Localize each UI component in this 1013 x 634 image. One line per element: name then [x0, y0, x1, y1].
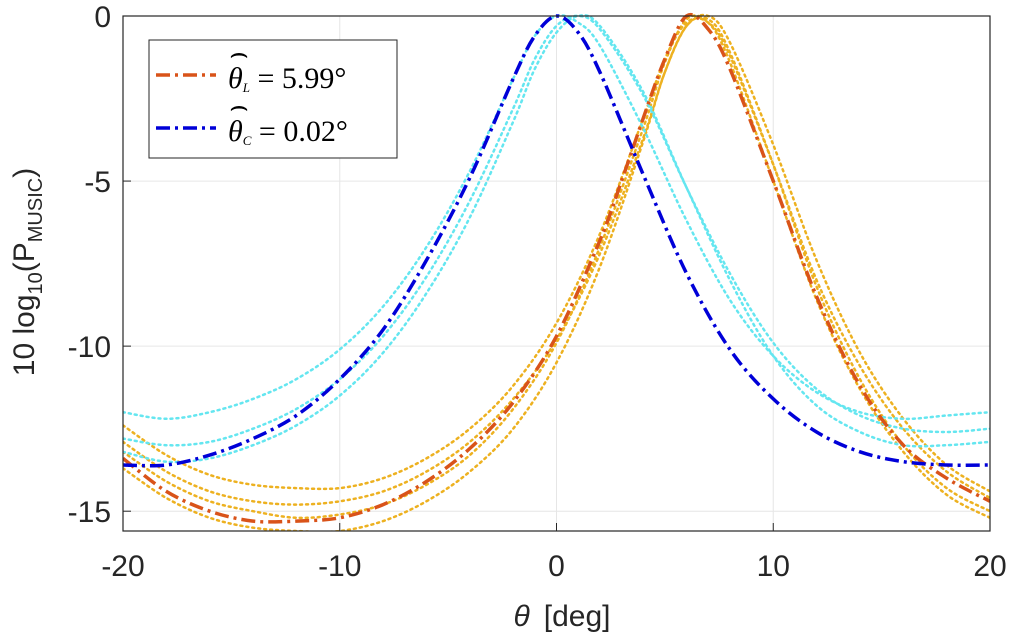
series-line-c-trial-3	[123, 14, 990, 464]
y-tick-label: -15	[68, 496, 111, 529]
series-line-l-trial-3	[123, 15, 990, 531]
series-line-c-trial-2	[123, 14, 990, 447]
legend-sub-L: L	[242, 80, 250, 95]
legend-hat-C: ⌢	[229, 90, 249, 123]
y-tick-label: 0	[94, 1, 111, 34]
x-tick-label: 10	[757, 550, 790, 583]
legend-value-L: = 5.99°	[250, 62, 346, 95]
series-line-l-trial-4	[123, 14, 990, 520]
tick-labels: -20 -10 0 10 20 0 -5 -10 -15	[68, 1, 1007, 583]
legend-hat-L: ⌢	[229, 37, 249, 70]
legend-label-L: θL = 5.99°	[228, 62, 346, 95]
legend-entry-C: ⌢ θC = 0.02°	[156, 90, 348, 148]
y-axis-prefix: 10 log	[8, 294, 41, 376]
x-tick-label: 20	[973, 550, 1006, 583]
data-series	[123, 12, 990, 531]
series-line--l-main	[123, 12, 990, 524]
x-tick-label: -10	[318, 550, 361, 583]
x-tick-label: -20	[101, 550, 144, 583]
y-axis-close: )	[8, 168, 41, 178]
x-axis-unit: [deg]	[544, 600, 611, 633]
legend-entry-L: ⌢ θL = 5.99°	[156, 37, 346, 95]
legend-label-C: θC = 0.02°	[228, 115, 348, 148]
y-axis-sub: MUSIC	[25, 178, 47, 242]
legend-sub-C: C	[243, 133, 252, 148]
legend-box	[148, 39, 398, 159]
x-tick-label: 0	[548, 550, 565, 583]
y-axis-sub10: 10	[25, 272, 47, 294]
legend-value-C: = 0.02°	[251, 115, 347, 148]
legend-symbol-L: θ	[228, 62, 243, 95]
series-line-l-trial-2	[123, 13, 990, 506]
y-tick-label: -5	[84, 166, 111, 199]
legend: ⌢ θL = 5.99° ⌢ θC = 0.02°	[148, 37, 398, 159]
y-tick-label: -10	[68, 331, 111, 364]
legend-symbol-C: θ	[228, 115, 243, 148]
x-axis-symbol: θ	[513, 600, 530, 633]
x-axis-label: θ [deg]	[513, 600, 610, 633]
y-axis-label: 10 log10(PMUSIC)	[8, 168, 47, 376]
y-axis-open: (P	[8, 242, 41, 272]
